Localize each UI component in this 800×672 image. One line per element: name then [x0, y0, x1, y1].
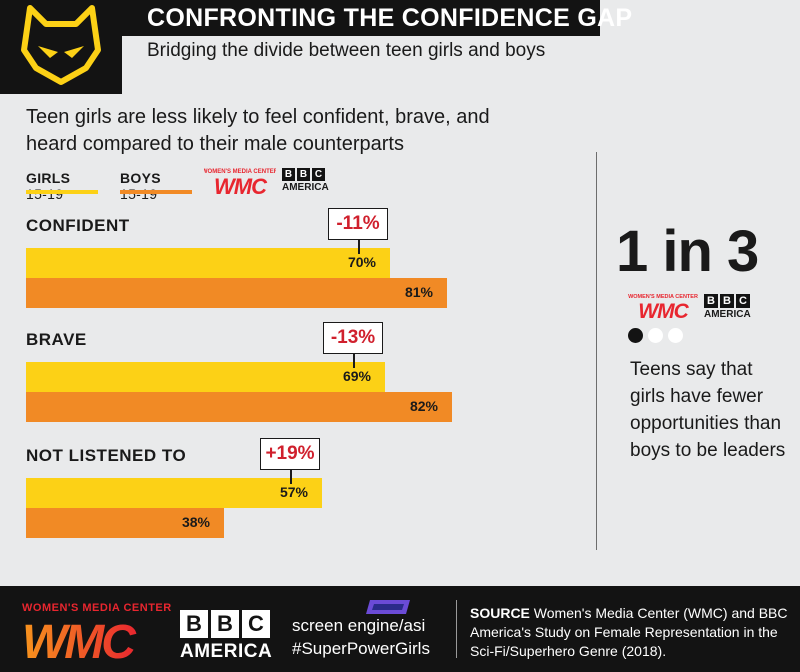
bar-value-label: 57%: [279, 484, 308, 500]
category-label: BRAVE: [26, 330, 87, 349]
dot-empty: [648, 328, 663, 343]
footer-bbc-logo: B B C AMERICA: [180, 610, 272, 663]
legend-boys-label: BOYS: [120, 170, 161, 186]
bar-girls: 70%: [26, 248, 390, 278]
bar-value-label: 81%: [404, 284, 433, 300]
bbc-america-logo-small: B B C AMERICA: [282, 168, 330, 193]
footer: WOMEN'S MEDIA CENTER WMC B B C AMERICA s…: [0, 586, 800, 672]
bbc-small-sub: AMERICA: [282, 182, 329, 193]
category-label: CONFIDENT: [26, 216, 130, 235]
footer-engine-text: screen engine/asi: [292, 616, 426, 635]
difference-pointer: [353, 354, 355, 368]
footer-separator: [456, 600, 457, 658]
bar-value-label: 38%: [181, 514, 210, 530]
footer-bbc-sub: AMERICA: [180, 641, 273, 662]
legend-girls-swatch: [26, 190, 98, 194]
wmc-small-brand: WOMEN'S MEDIA CENTER: [204, 169, 276, 175]
bar-value-label: 82%: [409, 398, 438, 414]
footer-bbc-blocks: B B C: [180, 610, 272, 638]
legend-boys: BOYS 15-19: [120, 170, 161, 202]
screen-engine-icon: [366, 600, 410, 614]
category-label: NOT LISTENED TO: [26, 446, 187, 465]
difference-callout: +19%: [260, 438, 320, 470]
source-text: Women's Media Center (WMC) and BBC Ameri…: [470, 605, 788, 659]
wmc-small-mark: WMC: [214, 174, 268, 196]
page-subtitle: Bridging the divide between teen girls a…: [147, 40, 546, 61]
bbc-america-logo-stat: B B C AMERICA: [704, 294, 754, 320]
footer-hashtag: #SuperPowerGirls: [292, 639, 430, 658]
footer-wmc-mark: WMC: [22, 616, 137, 664]
bar-value-label: 69%: [342, 368, 371, 384]
wmc-stat-mark: WMC: [638, 300, 689, 320]
dot-filled: [628, 328, 643, 343]
wmc-logo-small: WOMEN'S MEDIA CENTER WMC: [204, 169, 276, 196]
wmc-logo-stat: WOMEN'S MEDIA CENTER WMC: [628, 294, 698, 320]
bar-boys: 38%: [26, 508, 224, 538]
bbc-small-blocks: B B C: [282, 168, 330, 181]
header: CONFRONTING THE CONFIDENCE GAP Bridging …: [0, 0, 800, 94]
bar-boys: 82%: [26, 392, 452, 422]
page-title: CONFRONTING THE CONFIDENCE GAP: [147, 4, 633, 32]
footer-wmc-brand: WOMEN'S MEDIA CENTER: [22, 602, 172, 614]
intro-text: Teen girls are less likely to feel confi…: [26, 106, 490, 155]
bbc-stat-sub: AMERICA: [704, 309, 751, 320]
legend-girls-label: GIRLS: [26, 170, 71, 186]
difference-callout: -13%: [323, 322, 383, 354]
difference-pointer: [290, 470, 292, 484]
dot-empty: [668, 328, 683, 343]
stat-value: 1 in 3: [616, 219, 759, 284]
bar-boys: 81%: [26, 278, 447, 308]
difference-pointer: [358, 240, 360, 254]
bar-girls: 57%: [26, 478, 322, 508]
legend-boys-swatch: [120, 190, 192, 194]
stat-description: Teens say that girls have fewer opportun…: [630, 359, 786, 461]
source-label: SOURCE: [470, 605, 530, 621]
legend-girls-suffix: 15-19: [26, 186, 64, 202]
legend-boys-suffix: 15-19: [120, 186, 158, 202]
legend-girls: GIRLS 15-19: [26, 170, 70, 202]
title-bar: [122, 0, 600, 36]
footer-wmc-logo: WMC: [22, 616, 140, 664]
footer-source: SOURCE Women's Media Center (WMC) and BB…: [470, 604, 792, 661]
bar-girls: 69%: [26, 362, 385, 392]
vertical-divider: [596, 152, 597, 550]
hero-mask-logo-box: [0, 0, 122, 94]
hero-mask-icon: [21, 5, 101, 85]
wmc-stat-brand: WOMEN'S MEDIA CENTER: [628, 294, 698, 300]
difference-callout: -11%: [328, 208, 388, 240]
bar-value-label: 70%: [347, 254, 376, 270]
bbc-stat-blocks: B B C: [704, 294, 754, 308]
